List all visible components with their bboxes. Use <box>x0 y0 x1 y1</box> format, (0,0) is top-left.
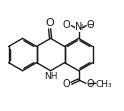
Text: O: O <box>86 79 94 89</box>
Text: O: O <box>45 18 54 28</box>
Text: CH₃: CH₃ <box>96 80 113 89</box>
Text: O: O <box>86 20 94 30</box>
Text: NH: NH <box>44 72 57 81</box>
Text: O: O <box>62 79 70 89</box>
Text: −: − <box>86 19 94 28</box>
Text: O: O <box>63 20 70 30</box>
Text: N: N <box>75 22 82 32</box>
Text: +: + <box>78 23 85 32</box>
